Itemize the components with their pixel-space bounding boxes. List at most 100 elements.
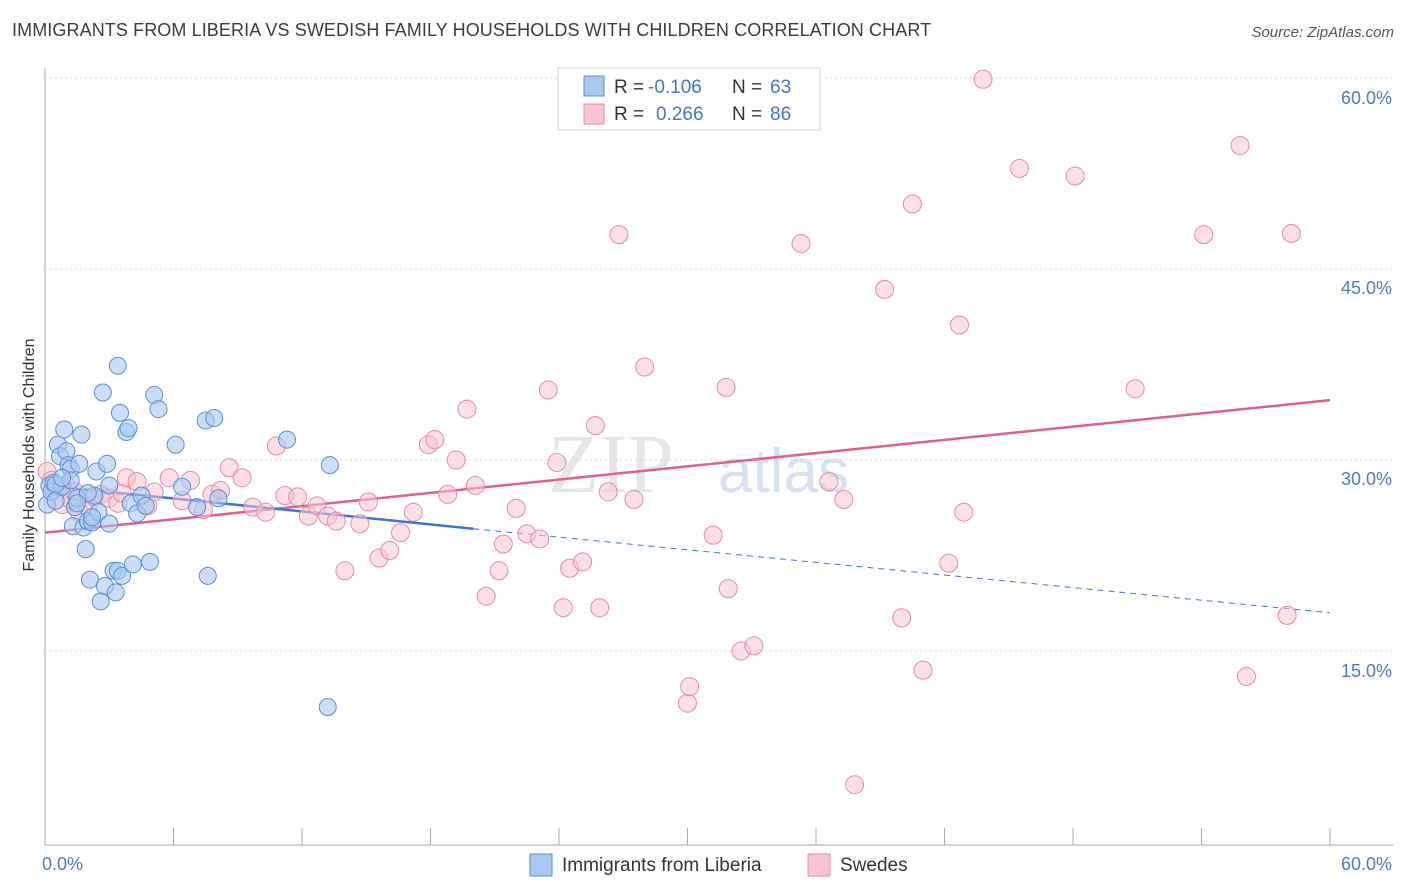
swedes-point — [553, 598, 573, 618]
liberia-point — [76, 540, 95, 559]
swedes-point — [973, 69, 993, 89]
liberia-point — [93, 383, 112, 402]
swedes-point — [845, 775, 865, 795]
swedes-point — [744, 636, 764, 656]
liberia-point — [72, 425, 91, 444]
swedes-point — [256, 502, 276, 522]
series-legend: Immigrants from Liberia Swedes — [529, 853, 908, 877]
legend-r-label-liberia: R = — [614, 77, 644, 98]
liberia-point — [318, 698, 337, 717]
swedes-point — [718, 579, 738, 599]
liberia-point — [188, 498, 207, 517]
liberia-point — [100, 476, 119, 495]
liberia-point — [106, 583, 125, 602]
bottom-legend-swatch-liberia — [529, 853, 553, 877]
swedes-point — [446, 450, 466, 470]
liberia-point — [68, 494, 87, 513]
bottom-legend-label-liberia: Immigrants from Liberia — [562, 855, 762, 876]
swedes-point — [391, 523, 411, 543]
swedes-point — [954, 502, 974, 522]
liberia-point — [198, 566, 217, 585]
swedes-point — [159, 468, 179, 488]
grid-lines — [45, 77, 1393, 652]
legend-n-label-swedes: N = — [732, 104, 762, 125]
swedes-point — [590, 598, 610, 618]
liberia-points — [38, 356, 339, 717]
swedes-point — [530, 529, 550, 549]
swedes-point — [598, 482, 618, 502]
swedes-point — [465, 475, 485, 495]
swedes-point — [1194, 225, 1214, 245]
swedes-point — [438, 484, 458, 504]
swedes-point — [403, 502, 423, 522]
liberia-point — [140, 552, 159, 571]
liberia-point — [53, 468, 72, 487]
y-tick-label-45: 45.0% — [1341, 278, 1392, 298]
swedes-point — [716, 377, 736, 397]
swedes-point — [819, 472, 839, 492]
liberia-point — [278, 430, 297, 449]
swedes-point — [585, 416, 605, 436]
swedes-point — [624, 489, 644, 509]
liberia-point — [98, 454, 117, 473]
swedes-point — [1236, 666, 1256, 686]
y-tick-label-15: 15.0% — [1341, 661, 1392, 681]
swedes-point — [1125, 379, 1145, 399]
liberia-point — [83, 508, 102, 527]
liberia-point — [100, 514, 119, 533]
liberia-point — [119, 419, 138, 438]
swedes-point — [680, 677, 700, 697]
liberia-point — [173, 477, 192, 496]
y-tick-label-30: 30.0% — [1341, 469, 1392, 489]
swedes-point — [902, 194, 922, 214]
legend-r-value-swedes: 0.266 — [656, 104, 704, 125]
liberia-point — [55, 420, 74, 439]
liberia-point — [80, 570, 99, 589]
swedes-point — [493, 534, 513, 554]
legend-swatch-swedes — [583, 103, 605, 125]
liberia-point — [205, 408, 224, 427]
swedes-point — [635, 357, 655, 377]
swedes-point — [1009, 158, 1029, 178]
swedes-point — [913, 660, 933, 680]
swedes-point — [1230, 135, 1250, 155]
liberia-point — [149, 400, 168, 419]
liberia-point — [166, 435, 185, 454]
y-tick-label-60: 60.0% — [1341, 88, 1392, 108]
y-axis-label: Family Households with Children — [21, 339, 38, 572]
liberia-trend-line-extension — [473, 528, 1331, 614]
swedes-point — [232, 468, 252, 488]
x-tick-label-min: 0.0% — [42, 854, 83, 874]
swedes-point — [538, 380, 558, 400]
legend-swatch-liberia — [583, 75, 605, 97]
legend-r-value-liberia: -0.106 — [648, 77, 702, 98]
bottom-legend-swatch-swedes — [807, 853, 831, 877]
swedes-point — [1277, 605, 1297, 625]
swedes-point — [609, 225, 629, 245]
swedes-point — [219, 458, 239, 478]
watermark-atlas: atlas — [718, 437, 849, 506]
legend-n-value-liberia: 63 — [770, 77, 791, 98]
x-tick-label-max: 60.0% — [1341, 854, 1392, 874]
swedes-point — [1065, 166, 1085, 186]
liberia-point — [209, 489, 228, 508]
swedes-point — [791, 234, 811, 254]
swedes-point — [476, 586, 496, 606]
swedes-point — [573, 552, 593, 572]
swedes-point — [703, 525, 723, 545]
axes — [44, 68, 1393, 846]
liberia-point — [91, 592, 110, 611]
swedes-point — [335, 561, 355, 581]
legend-n-value-swedes: 86 — [770, 104, 791, 125]
liberia-point — [320, 456, 339, 475]
swedes-point — [678, 693, 697, 713]
swedes-point — [1281, 223, 1301, 243]
swedes-point — [326, 511, 346, 531]
swedes-point — [350, 514, 370, 534]
chart-title: IMMIGRANTS FROM LIBERIA VS SWEDISH FAMIL… — [12, 20, 932, 40]
correlation-legend: R = -0.106 N = 63 R = 0.266 N = 86 — [557, 67, 821, 131]
swedes-point — [380, 540, 400, 560]
liberia-point — [113, 566, 132, 585]
bottom-legend-label-swedes: Swedes — [840, 855, 908, 876]
swedes-point — [288, 487, 308, 507]
